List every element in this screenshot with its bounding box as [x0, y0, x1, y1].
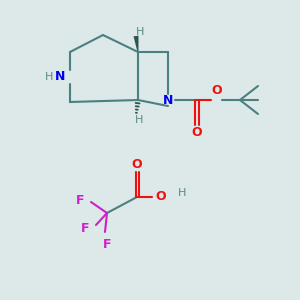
- Text: H: H: [178, 188, 186, 198]
- Text: O: O: [156, 190, 166, 202]
- Text: N: N: [55, 70, 65, 83]
- Text: O: O: [192, 127, 202, 140]
- Text: N: N: [163, 94, 173, 106]
- Text: F: F: [103, 238, 111, 251]
- Text: H: H: [136, 27, 144, 37]
- Text: O: O: [212, 85, 222, 98]
- Text: F: F: [81, 221, 89, 235]
- Polygon shape: [134, 36, 139, 52]
- Text: F: F: [76, 194, 84, 206]
- Text: H: H: [135, 115, 143, 125]
- Text: O: O: [132, 158, 142, 170]
- Text: H: H: [45, 72, 53, 82]
